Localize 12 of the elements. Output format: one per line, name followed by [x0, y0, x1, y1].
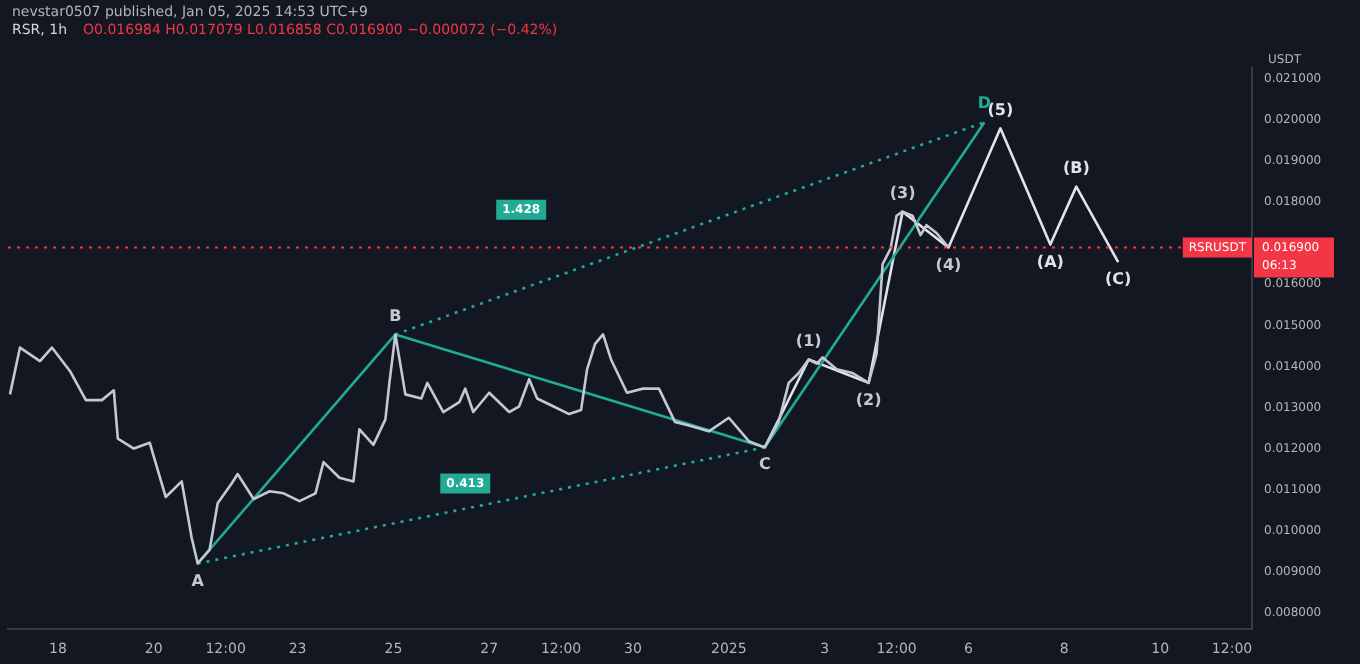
annotation: D	[977, 94, 992, 113]
annotation: (C)	[1105, 270, 1132, 289]
annotation: B	[389, 306, 402, 325]
annotation: (2)	[855, 391, 882, 410]
annotation: C	[758, 455, 771, 474]
annotation: (5)	[987, 100, 1014, 119]
annotation: (A)	[1036, 252, 1064, 271]
annotation: (3)	[889, 183, 916, 202]
annotation: A	[191, 571, 206, 590]
annotation: (B)	[1062, 158, 1090, 177]
annotation: (4)	[935, 255, 962, 274]
annotation: (1)	[795, 331, 822, 350]
